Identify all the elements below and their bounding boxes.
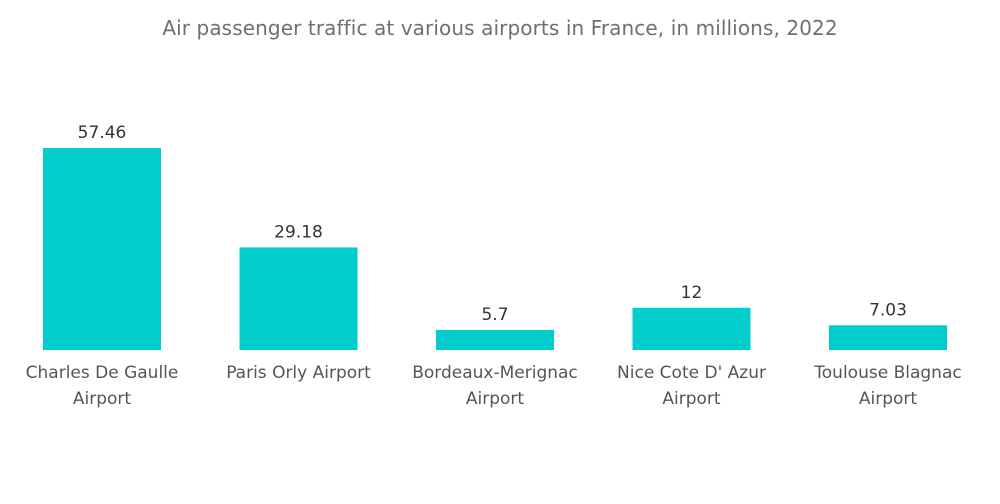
chart-title: Air passenger traffic at various airport…: [162, 16, 838, 40]
category-label-1-line-0: Paris Orly Airport: [226, 363, 371, 383]
category-label-4: Toulouse Blagnac Airport: [813, 363, 961, 409]
category-label-4-line-1: Airport: [859, 389, 918, 409]
value-label-0: 57.46: [78, 123, 127, 143]
bar-0: [43, 148, 161, 350]
value-labels-group: 57.46 29.18 5.7 12 7.03: [78, 123, 907, 325]
category-label-3: Nice Cote D' Azur Airport: [617, 363, 766, 409]
value-label-1: 29.18: [274, 222, 323, 242]
category-label-2-line-0: Bordeaux-Merignac: [412, 363, 578, 383]
category-label-0-line-1: Airport: [73, 389, 132, 409]
category-label-4-line-0: Toulouse Blagnac: [813, 363, 961, 383]
bar-3: [632, 307, 751, 350]
bar-4: [829, 325, 947, 350]
category-label-1: Paris Orly Airport: [226, 363, 371, 383]
category-label-0: Charles De Gaulle Airport: [26, 363, 179, 409]
value-label-4: 7.03: [869, 300, 907, 320]
category-label-3-line-1: Airport: [662, 389, 721, 409]
category-label-2: Bordeaux-Merignac Airport: [412, 363, 578, 409]
bar-1: [239, 247, 358, 350]
category-label-3-line-0: Nice Cote D' Azur: [617, 363, 766, 383]
value-label-2: 5.7: [481, 305, 508, 325]
category-label-2-line-1: Airport: [466, 389, 525, 409]
value-label-3: 12: [681, 283, 703, 303]
bars-group: [43, 148, 947, 350]
category-labels-group: Charles De Gaulle Airport Paris Orly Airpo…: [26, 363, 962, 409]
category-label-0-line-0: Charles De Gaulle: [26, 363, 179, 383]
bar-2: [436, 329, 554, 350]
